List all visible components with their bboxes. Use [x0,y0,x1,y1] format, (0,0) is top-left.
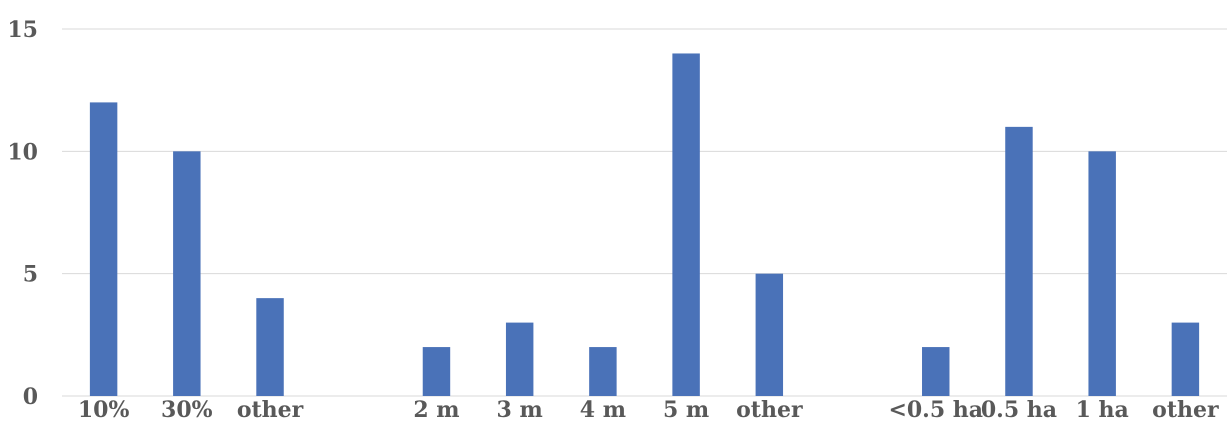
y-tick-label: 10 [7,139,38,165]
bar [89,102,118,397]
bar [1171,322,1200,396]
x-category-label: <0.5 ha [888,397,983,423]
x-category-label: 3 m [497,397,543,423]
x-category-label: 1 ha [1076,397,1129,423]
x-category-label: 2 m [413,397,459,423]
x-category-label: 30% [161,397,213,423]
x-axis-labels: 10% 30% other 2 m 3 m 4 m 5 m other <0.5 ha0.5 h… [78,397,1219,423]
gridlines [62,28,1227,397]
y-axis-ticks: 0 5 10 15 [7,17,38,410]
x-category-label: other [237,397,304,423]
x-category-label: 0.5 ha [981,397,1057,423]
bar [173,151,201,396]
y-tick-label: 5 [23,262,38,288]
bar [1005,126,1033,396]
bar [1088,151,1116,396]
x-category-label: 4 m [580,397,626,423]
x-category-label: other [1152,397,1219,423]
bars [89,53,1200,397]
bar [922,347,950,396]
bar [256,298,284,396]
bar [505,322,534,396]
bar [422,347,451,396]
bar [755,273,784,396]
bar [589,347,617,396]
y-tick-label: 15 [7,17,38,43]
x-category-label: 10% [78,397,130,423]
y-tick-label: 0 [23,384,38,410]
x-category-label: 5 m [663,397,709,423]
bar [672,53,700,396]
x-category-label: other [736,397,803,423]
